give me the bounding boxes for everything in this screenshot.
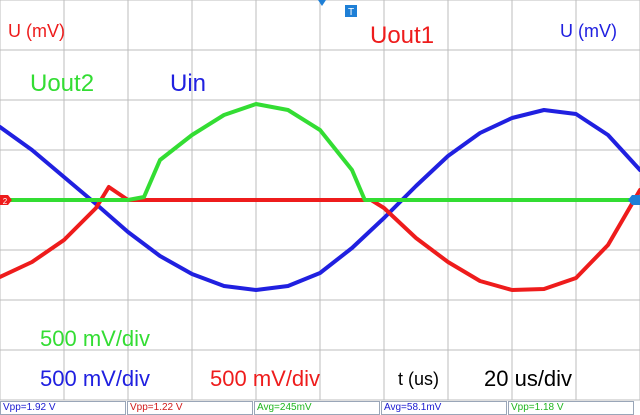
x-axis-label: t (us) (398, 369, 440, 389)
measurement-3: Avg=245mV (254, 401, 380, 415)
scale-red: 500 mV/div (210, 366, 321, 391)
measurement-4: Avg=58.1mV (381, 401, 507, 415)
trace-uin (0, 108, 640, 292)
measurement-1: Vpp=1.92 V (0, 401, 126, 415)
trigger-marker (345, 5, 357, 17)
trigger-arrow-top (318, 0, 326, 6)
legend-uout2: Uout2 (30, 70, 95, 97)
trace-uout2 (0, 102, 640, 202)
scale-green: 500 mV/div (40, 326, 151, 351)
legend-uin: Uin (170, 70, 207, 97)
legend-uout1: Uout1 (370, 22, 435, 49)
ch1-reference-marker (628, 195, 640, 205)
trigger-marker-label: T (348, 7, 354, 18)
measurement-2: Vpp=1.22 V (127, 401, 253, 415)
y-axis-label-left: U (mV) (8, 21, 65, 41)
traces (0, 102, 640, 292)
ch2-reference-marker (0, 195, 12, 205)
ch2-reference-label: 2 (3, 197, 8, 206)
y-axis-label-right: U (mV) (560, 21, 617, 41)
scale-blue: 500 mV/div (40, 366, 151, 391)
markers: T 2 (0, 0, 640, 206)
measurement-5: Vpp=1.18 V (508, 401, 634, 415)
timebase-label: 20 us/div (484, 366, 573, 391)
